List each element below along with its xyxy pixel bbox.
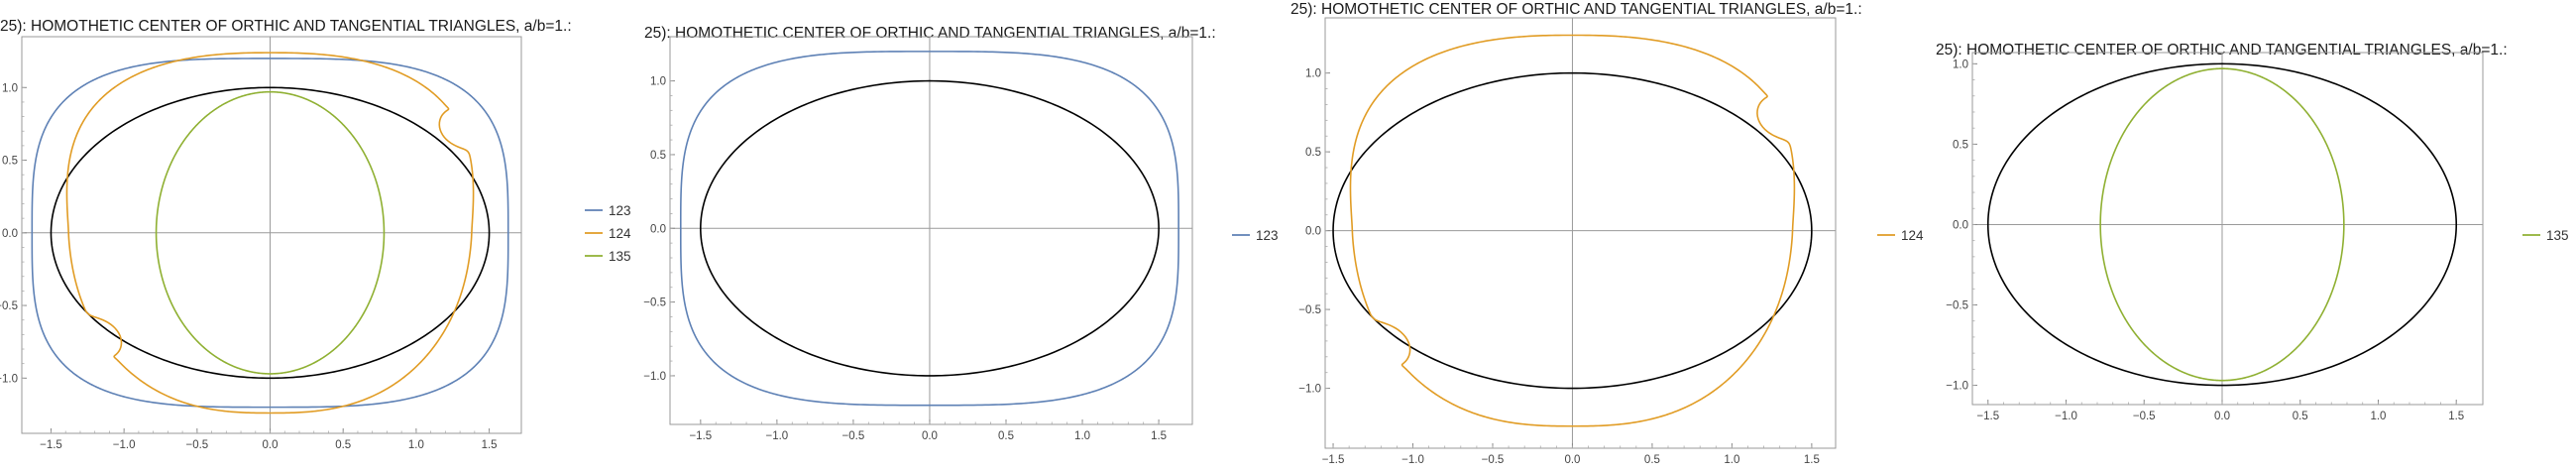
x-tick-label: 0.0 [1564, 454, 1580, 466]
legend-label: 135 [609, 249, 631, 264]
plot-area [1332, 34, 1813, 427]
y-tick-label: 0.0 [2, 228, 18, 240]
series-curve-124 [65, 52, 475, 415]
x-tick-label: 0.5 [1644, 454, 1660, 466]
x-tick-label: 0.0 [2214, 411, 2230, 422]
legend-label: 123 [609, 203, 631, 218]
x-tick-label: −0.5 [842, 430, 865, 442]
x-tick-label: −0.5 [2133, 411, 2156, 422]
y-tick-label: 0.5 [1953, 139, 1968, 151]
chart-title: 25): HOMOTHETIC CENTER OF ORTHIC AND TAN… [0, 18, 572, 35]
x-tick-label: 1.0 [1074, 430, 1090, 442]
x-tick-label: −1.0 [1401, 454, 1424, 466]
x-tick-label: −1.5 [40, 439, 62, 451]
y-tick-label: −1.0 [1946, 381, 1968, 393]
y-tick-label: −0.5 [0, 300, 18, 312]
y-tick-label: −0.5 [643, 297, 666, 309]
x-tick-label: −0.5 [1482, 454, 1505, 466]
x-tick-label: 0.5 [335, 439, 351, 451]
y-tick-label: −0.5 [1946, 299, 1968, 311]
plot-frame [21, 36, 522, 434]
y-tick-label: −0.5 [1298, 304, 1321, 316]
x-tick-label: 1.5 [2448, 411, 2464, 422]
x-tick-label: 0.5 [998, 430, 1014, 442]
plot-area [31, 52, 509, 415]
x-tick-label: 1.5 [482, 439, 498, 451]
series-curve-123 [31, 58, 509, 409]
series-curve-123 [679, 51, 1179, 407]
y-tick-label: 1.0 [650, 76, 666, 88]
x-tick-label: −1.5 [689, 430, 712, 442]
plot-frame [669, 36, 1193, 425]
x-tick-label: 1.0 [2370, 411, 2386, 422]
x-tick-label: −1.5 [1322, 454, 1345, 466]
y-tick-label: 0.5 [2, 156, 18, 168]
reference-ellipse [1332, 71, 1813, 390]
plot-area [679, 51, 1179, 407]
series-curve-124 [1349, 34, 1796, 427]
x-tick-label: 1.0 [408, 439, 424, 451]
y-tick-label: 1.0 [1305, 68, 1321, 80]
y-tick-label: −1.0 [643, 371, 666, 383]
y-tick-label: 0.5 [1305, 147, 1321, 159]
x-tick-label: −1.5 [1976, 411, 1999, 422]
plot-frame [1324, 17, 1837, 449]
legend-label: 123 [1256, 228, 1279, 243]
plot-area [1986, 62, 2458, 387]
series-curve-135 [2099, 67, 2345, 382]
plot-frame [1971, 52, 2484, 406]
chart-title: 25): HOMOTHETIC CENTER OF ORTHIC AND TAN… [644, 25, 1216, 42]
legend-label: 124 [609, 226, 631, 241]
x-tick-label: 0.0 [263, 439, 279, 451]
chart-title: 25): HOMOTHETIC CENTER OF ORTHIC AND TAN… [1290, 1, 1862, 18]
legend-label: 135 [2546, 228, 2569, 243]
y-tick-label: 0.0 [1305, 226, 1321, 238]
y-tick-label: 0.0 [1953, 219, 1968, 231]
chart-panel-2: 25): HOMOTHETIC CENTER OF ORTHIC AND TAN… [643, 25, 1278, 442]
legend-label: 124 [1901, 228, 1924, 243]
chart-panel-3: 25): HOMOTHETIC CENTER OF ORTHIC AND TAN… [1290, 1, 1924, 466]
y-tick-label: 0.0 [650, 223, 666, 235]
x-tick-label: −1.0 [113, 439, 136, 451]
y-tick-label: 0.5 [650, 150, 666, 162]
x-tick-label: 1.5 [1151, 430, 1167, 442]
x-tick-label: −1.0 [766, 430, 789, 442]
reference-ellipse [1986, 62, 2458, 387]
series-curve-135 [155, 90, 386, 375]
chart-panel-1: 25): HOMOTHETIC CENTER OF ORTHIC AND TAN… [0, 18, 631, 451]
chart-panel-4: 25): HOMOTHETIC CENTER OF ORTHIC AND TAN… [1936, 42, 2569, 422]
y-tick-label: −1.0 [1298, 384, 1321, 396]
x-tick-label: −0.5 [185, 439, 208, 451]
x-tick-label: 1.5 [1804, 454, 1820, 466]
x-tick-label: 0.0 [922, 430, 938, 442]
chart-title: 25): HOMOTHETIC CENTER OF ORTHIC AND TAN… [1936, 42, 2508, 59]
y-tick-label: 1.0 [2, 82, 18, 94]
reference-ellipse [50, 86, 491, 380]
reference-ellipse [700, 79, 1160, 377]
y-tick-label: −1.0 [0, 373, 18, 385]
x-tick-label: 0.5 [2293, 411, 2308, 422]
y-tick-label: 1.0 [1953, 59, 1968, 70]
x-tick-label: 1.0 [1724, 454, 1739, 466]
x-tick-label: −1.0 [2055, 411, 2077, 422]
